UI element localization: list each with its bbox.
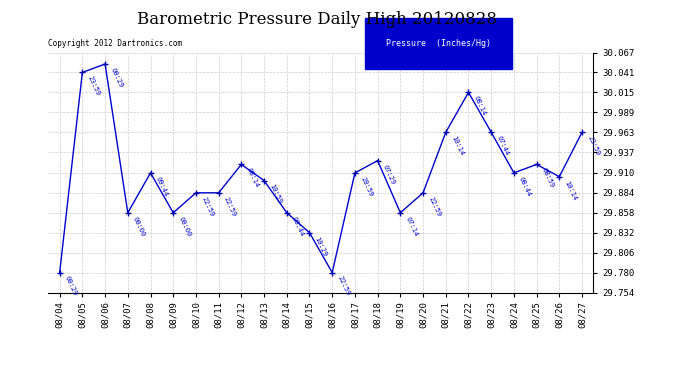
Text: 22:59: 22:59 xyxy=(223,196,237,217)
Text: 00:00: 00:00 xyxy=(132,216,146,237)
Text: Barometric Pressure Daily High 20120828: Barometric Pressure Daily High 20120828 xyxy=(137,11,497,28)
Text: 07:44: 07:44 xyxy=(495,135,510,157)
Text: 10:29: 10:29 xyxy=(314,236,328,257)
Text: 23:59: 23:59 xyxy=(586,135,600,157)
Text: Pressure  (Inches/Hg): Pressure (Inches/Hg) xyxy=(386,39,491,48)
Text: 07:29: 07:29 xyxy=(382,164,396,185)
Text: 10:14: 10:14 xyxy=(564,180,578,201)
Text: 00:44: 00:44 xyxy=(291,216,306,237)
Text: 09:44: 09:44 xyxy=(155,176,169,198)
Text: 08:59: 08:59 xyxy=(541,167,555,189)
Text: 00:00: 00:00 xyxy=(177,216,192,237)
Text: 10:14: 10:14 xyxy=(450,135,464,157)
Text: 22:59: 22:59 xyxy=(200,196,215,217)
Text: 07:14: 07:14 xyxy=(404,216,419,237)
Text: 08:44: 08:44 xyxy=(518,176,533,198)
Text: 00:29: 00:29 xyxy=(63,275,78,297)
Text: 20:59: 20:59 xyxy=(359,176,373,198)
Text: 00:29: 00:29 xyxy=(109,67,124,88)
Text: 08:14: 08:14 xyxy=(473,95,487,117)
Text: 22:59: 22:59 xyxy=(336,275,351,297)
Text: 08:14: 08:14 xyxy=(246,167,260,189)
Text: 23:59: 23:59 xyxy=(86,75,101,97)
Text: 22:59: 22:59 xyxy=(427,196,442,217)
Text: Copyright 2012 Dartronics.com: Copyright 2012 Dartronics.com xyxy=(48,39,182,48)
Text: 10:59: 10:59 xyxy=(268,183,283,205)
